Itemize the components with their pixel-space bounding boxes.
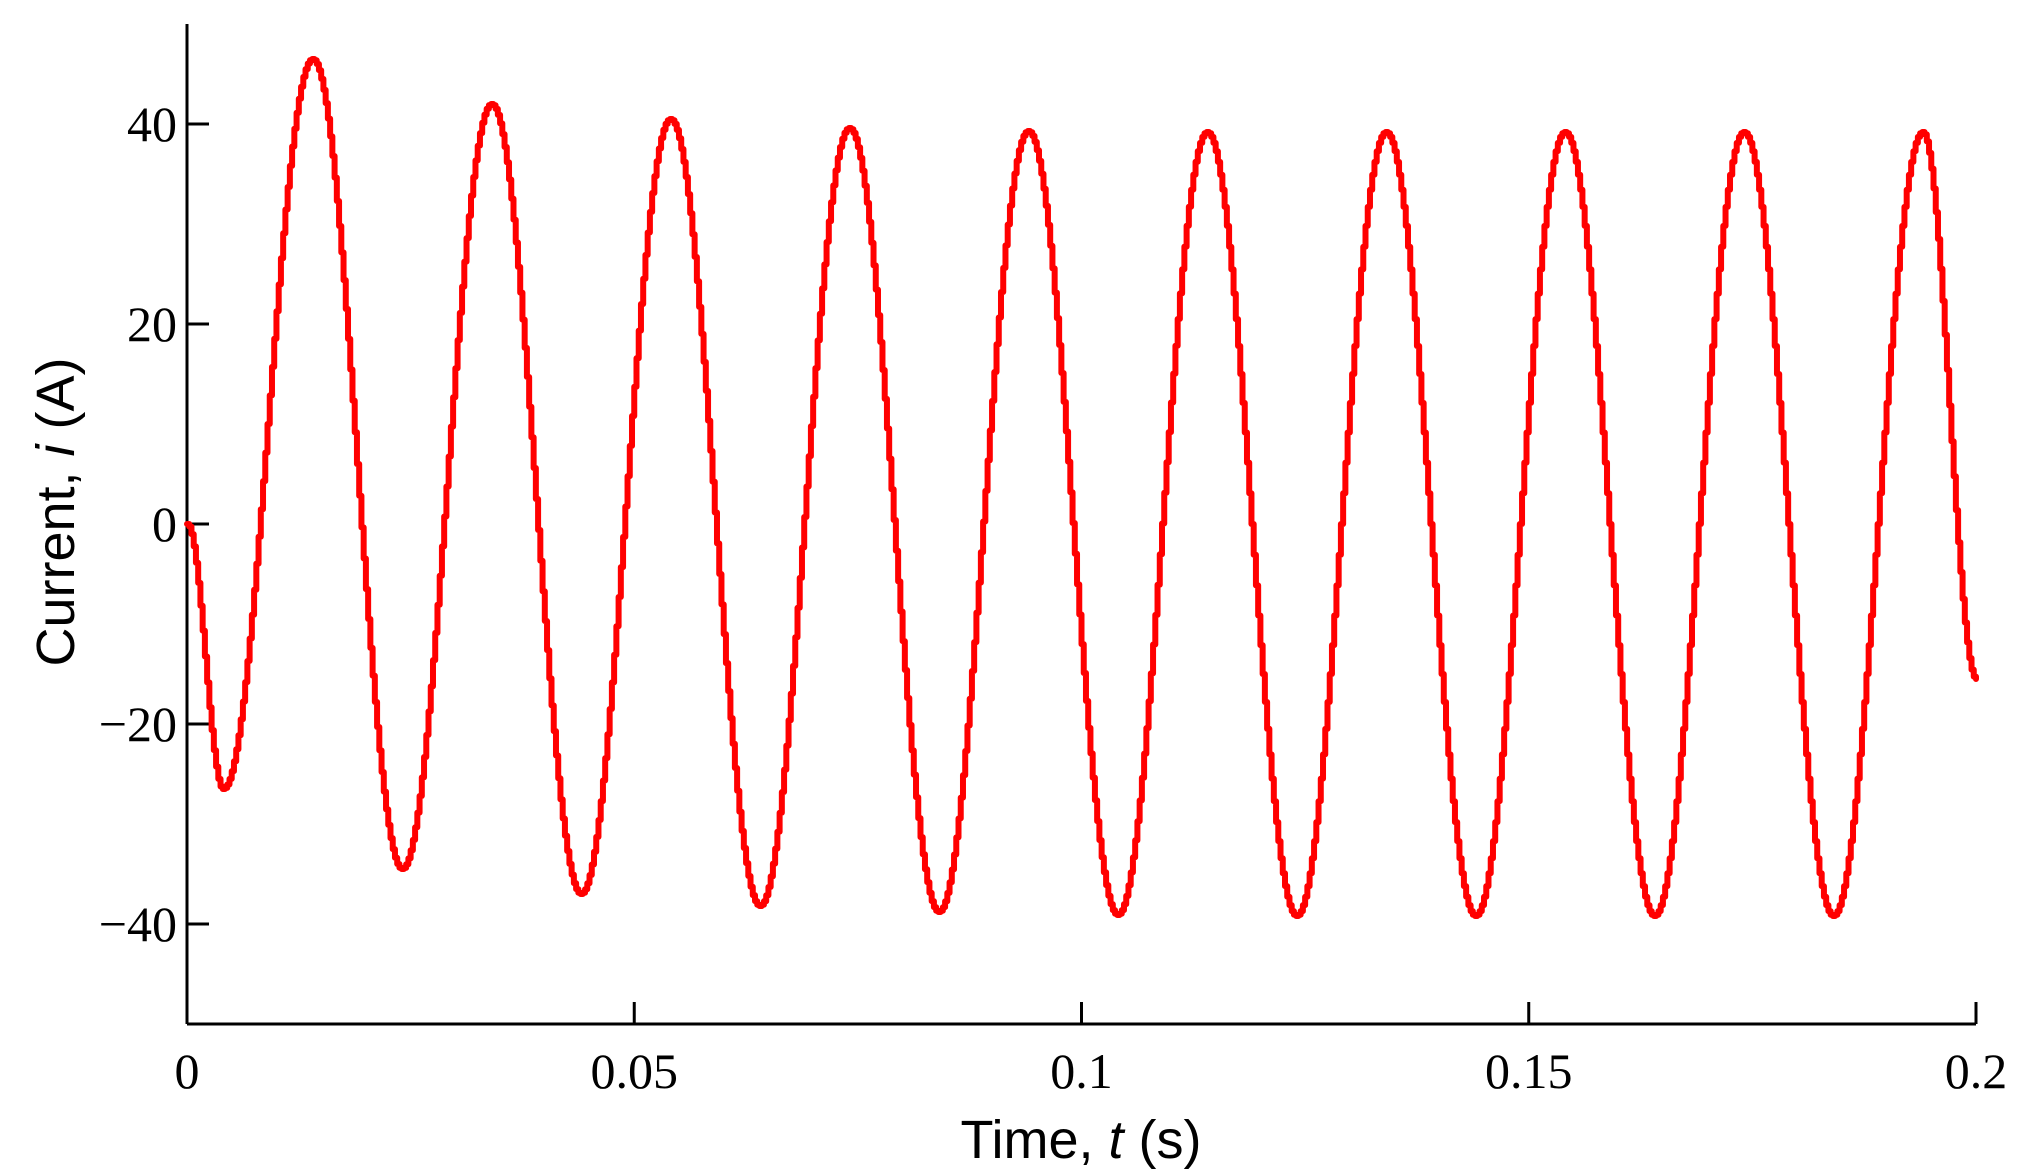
- x-tick-label: 0.05: [591, 1043, 679, 1099]
- y-ticks: −40 −20 0 20 40: [99, 96, 209, 952]
- y-axis-label-variable: i: [26, 442, 86, 456]
- plot-area: [184, 56, 1979, 919]
- y-axis-label-suffix: (A): [26, 357, 86, 444]
- y-axis-label: Current, i (A): [26, 357, 86, 666]
- y-tick-label: 0: [152, 496, 177, 552]
- x-axis-label-variable: t: [1109, 1110, 1126, 1170]
- y-tick-label: 40: [127, 96, 177, 152]
- axes: [185, 24, 1976, 1026]
- x-axis-label-suffix: (s): [1124, 1110, 1202, 1170]
- x-axis-label: Time, t (s): [961, 1110, 1202, 1170]
- x-tick-label: 0.1: [1050, 1043, 1113, 1099]
- x-tick-label: 0: [175, 1043, 200, 1099]
- y-tick-label: −20: [99, 696, 177, 752]
- x-tick-label: 0.2: [1945, 1043, 2008, 1099]
- y-tick-label: −40: [99, 896, 177, 952]
- current-series-line: [184, 56, 1979, 919]
- y-axis-label-prefix: Current,: [26, 456, 86, 666]
- x-ticks: 0 0.05 0.1 0.15 0.2: [175, 1002, 2008, 1099]
- x-axis-label-prefix: Time,: [961, 1110, 1109, 1170]
- x-tick-label: 0.15: [1485, 1043, 1573, 1099]
- y-tick-label: 20: [127, 296, 177, 352]
